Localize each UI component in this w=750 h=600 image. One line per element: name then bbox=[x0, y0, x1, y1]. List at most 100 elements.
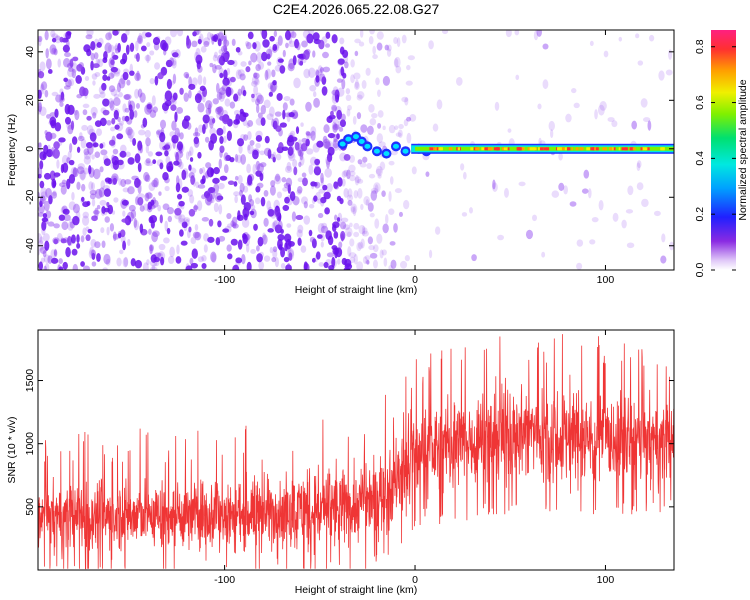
noise-dot bbox=[237, 69, 245, 77]
noise-dot bbox=[150, 254, 157, 263]
noise-dot bbox=[346, 231, 352, 237]
noise-dot bbox=[235, 69, 242, 80]
noise-dot bbox=[44, 240, 50, 251]
noise-dot bbox=[331, 106, 338, 111]
noise-dot bbox=[112, 177, 117, 185]
noise-dot bbox=[339, 37, 345, 45]
snr-frame bbox=[37, 329, 675, 571]
noise-dot bbox=[82, 201, 90, 208]
noise-dot bbox=[209, 33, 214, 39]
noise-dot bbox=[317, 222, 325, 234]
noise-dot bbox=[164, 90, 173, 102]
noise-dot bbox=[189, 167, 197, 174]
noise-dot bbox=[331, 121, 337, 130]
signal-core bbox=[609, 147, 613, 151]
noise-dot bbox=[167, 255, 175, 265]
noise-dot bbox=[233, 181, 238, 187]
noise-dot bbox=[367, 125, 374, 135]
signal-core bbox=[475, 147, 480, 151]
noise-dot bbox=[96, 204, 101, 210]
noise-dot bbox=[170, 49, 178, 57]
noise-dot bbox=[90, 52, 95, 61]
noise-dot bbox=[65, 247, 71, 258]
noise-dot bbox=[225, 86, 232, 98]
noise-dot bbox=[212, 63, 217, 74]
noise-dot bbox=[337, 58, 345, 65]
noise-dot bbox=[137, 193, 145, 199]
noise-dot bbox=[219, 135, 224, 145]
noise-dot bbox=[194, 127, 199, 137]
noise-dot bbox=[135, 52, 140, 62]
snr-xlabel: Height of straight line (km) bbox=[295, 584, 418, 596]
noise-dot bbox=[283, 95, 291, 102]
noise-dot bbox=[249, 204, 256, 211]
noise-dot bbox=[137, 140, 143, 151]
noise-dot bbox=[128, 100, 136, 112]
signal-core bbox=[503, 147, 508, 151]
noise-dot bbox=[157, 72, 164, 80]
noise-dot bbox=[91, 215, 98, 222]
noise-dot bbox=[219, 90, 226, 100]
noise-dot bbox=[188, 164, 192, 171]
noise-dot bbox=[189, 257, 194, 265]
noise-dot bbox=[370, 187, 379, 194]
noise-dot bbox=[658, 70, 665, 81]
noise-dot bbox=[74, 109, 80, 121]
noise-dot bbox=[241, 253, 246, 265]
snr-xtick-label: -100 bbox=[214, 574, 235, 586]
noise-dot bbox=[283, 182, 291, 189]
noise-dot bbox=[273, 117, 280, 128]
noise-dot bbox=[247, 130, 252, 141]
noise-dot bbox=[395, 65, 402, 74]
noise-dot bbox=[186, 38, 192, 49]
noise-dot bbox=[118, 178, 122, 186]
noise-dot bbox=[365, 259, 370, 265]
noise-dot bbox=[43, 265, 47, 270]
noise-dot bbox=[106, 76, 111, 81]
noise-dot bbox=[336, 109, 343, 120]
noise-dot bbox=[340, 230, 346, 241]
noise-dot bbox=[219, 150, 223, 158]
noise-dot bbox=[69, 58, 74, 68]
noise-dot bbox=[289, 98, 295, 106]
noise-dot bbox=[178, 214, 186, 223]
signal-core bbox=[640, 147, 643, 151]
noise-dot bbox=[349, 222, 353, 228]
noise-dot bbox=[82, 103, 90, 109]
colorbar: 0.0 0.2 0.4 0.6 0.8 Normalized spectral ampl… bbox=[694, 30, 749, 277]
snr-series bbox=[38, 334, 674, 570]
noise-dot bbox=[403, 118, 409, 127]
noise-dot bbox=[159, 162, 164, 170]
noise-dot bbox=[67, 235, 72, 246]
noise-dot bbox=[90, 238, 97, 248]
signal-core bbox=[470, 147, 474, 151]
noise-dot bbox=[401, 96, 409, 103]
noise-dot bbox=[134, 259, 143, 269]
noise-dot bbox=[83, 155, 91, 165]
noise-dot bbox=[537, 103, 542, 110]
noise-dot bbox=[287, 241, 295, 247]
noise-dot bbox=[203, 40, 210, 48]
snr-panel: -100 0 100 500 1000 1500 Height of straight l… bbox=[6, 329, 675, 596]
noise-dot bbox=[263, 99, 271, 109]
noise-dot bbox=[217, 38, 222, 47]
noise-dot bbox=[581, 188, 589, 194]
noise-dot bbox=[300, 122, 304, 127]
noise-dot bbox=[312, 50, 316, 58]
noise-dot bbox=[53, 48, 58, 56]
noise-dot bbox=[117, 232, 122, 239]
noise-dot bbox=[134, 153, 141, 164]
noise-dot bbox=[216, 127, 224, 136]
noise-dot bbox=[188, 226, 192, 233]
noise-dot bbox=[281, 177, 287, 183]
noise-dot bbox=[104, 42, 112, 54]
noise-dot bbox=[261, 51, 268, 62]
noise-dot bbox=[403, 199, 410, 210]
noise-dot bbox=[200, 45, 207, 53]
noise-dot bbox=[206, 200, 212, 207]
noise-dot bbox=[428, 40, 434, 50]
noise-dot bbox=[349, 238, 355, 247]
noise-dot bbox=[240, 194, 246, 205]
noise-dot bbox=[212, 117, 216, 124]
